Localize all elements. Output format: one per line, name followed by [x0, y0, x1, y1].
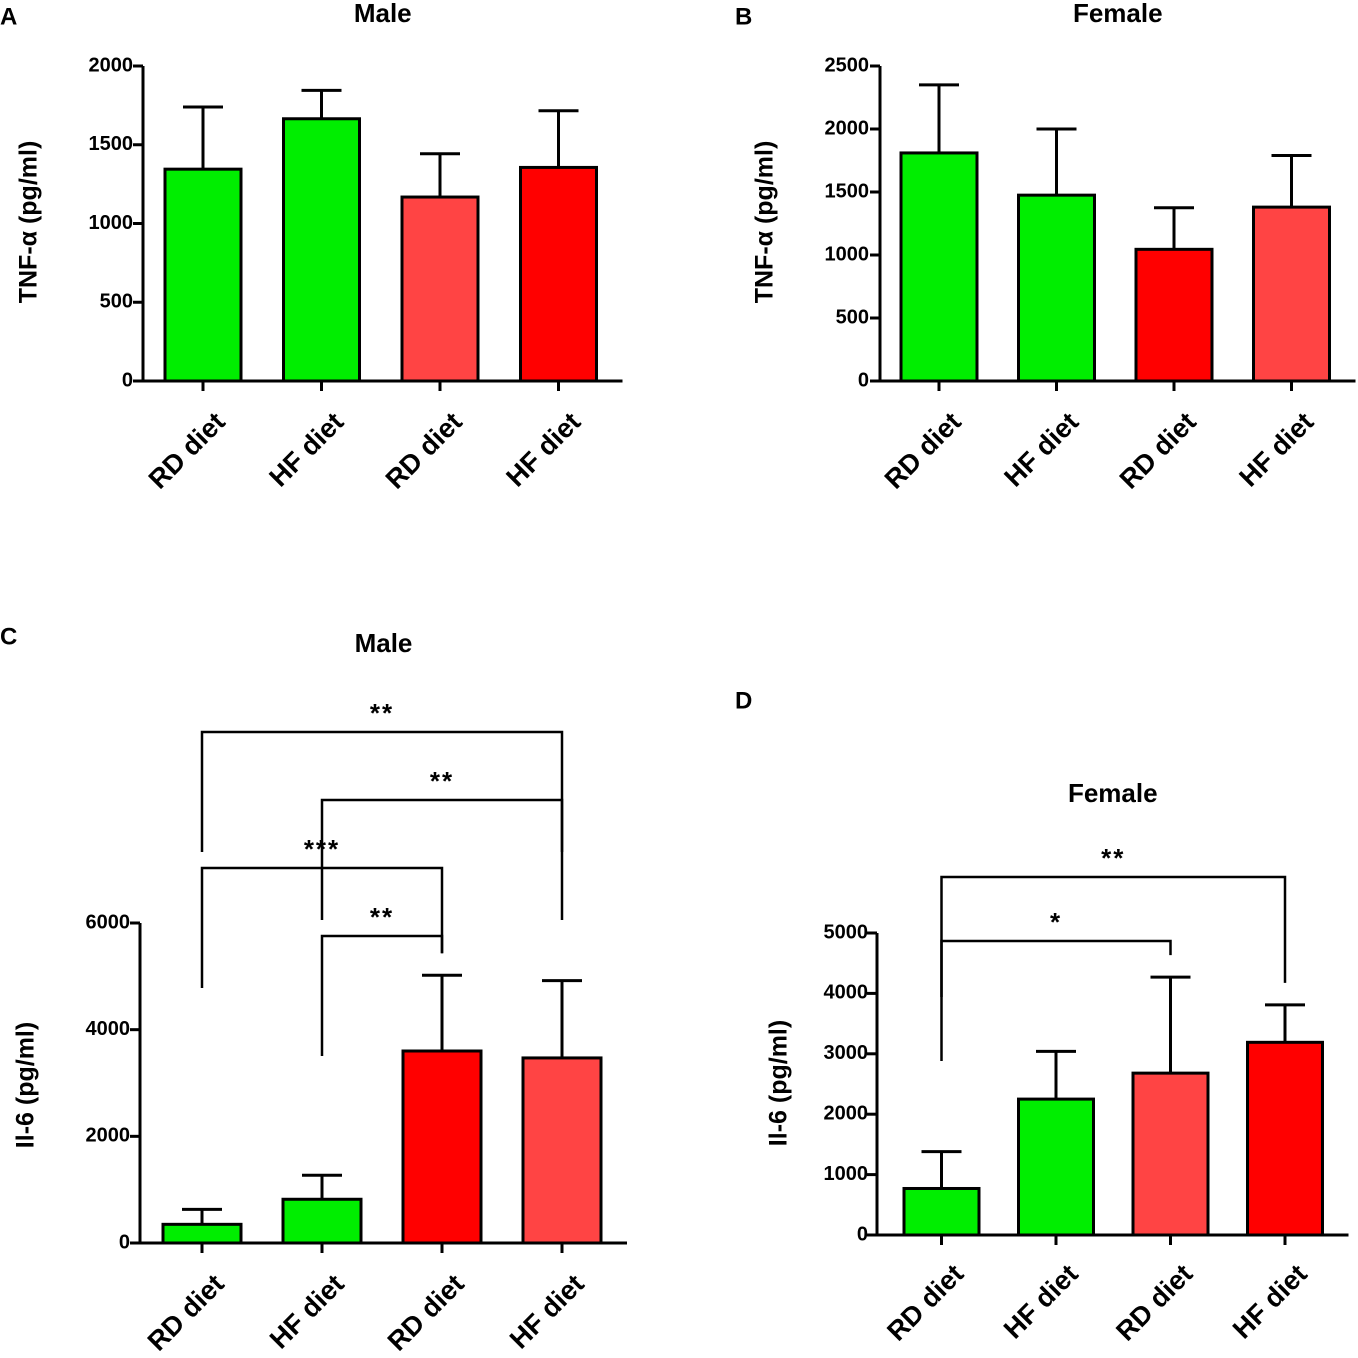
- y-tick-label: 500: [836, 306, 869, 328]
- bar: [282, 117, 361, 383]
- significance-label: *: [1050, 907, 1062, 937]
- significance-label: **: [430, 766, 454, 796]
- y-tick-label: 2000: [86, 1125, 131, 1147]
- x-tick-label: HF diet: [504, 1269, 590, 1355]
- x-tick-label: RD diet: [380, 407, 468, 495]
- x-tick-label: HF diet: [1233, 407, 1319, 493]
- y-tick-label: 2000: [824, 1102, 869, 1124]
- bar: [902, 1186, 981, 1237]
- significance-label: **: [1101, 843, 1125, 873]
- bar: [1017, 193, 1096, 383]
- y-tick-label: 0: [119, 1231, 130, 1253]
- y-tick-label: 4000: [824, 982, 869, 1004]
- chart-title: Male: [355, 628, 413, 658]
- y-tick-label: 0: [122, 369, 133, 391]
- bar: [1252, 205, 1331, 383]
- y-tick-label: 5000: [824, 921, 869, 943]
- y-tick-label: 0: [858, 369, 869, 391]
- bar: [401, 1049, 483, 1245]
- bar: [163, 167, 243, 383]
- x-tick-label: RD diet: [881, 1259, 969, 1347]
- y-axis-label: Il-6 (pg/ml): [12, 1022, 40, 1148]
- chart-title: Male: [354, 0, 412, 28]
- panel-b: B Female TNF-α (pg/ml) 0 500 1000 1500 2000 2500…: [735, 0, 1356, 495]
- y-axis-label: Il-6 (pg/ml): [765, 1020, 793, 1146]
- bar: [281, 1197, 363, 1245]
- y-tick-label: 1000: [824, 1163, 869, 1185]
- panel-a: A Male TNF-α (pg/ml) 0 500 1000 1500 2000 RD die…: [0, 0, 623, 495]
- panel-letter: B: [735, 3, 752, 30]
- bar: [1131, 1071, 1210, 1237]
- significance-label: **: [370, 902, 394, 932]
- x-tick-label: RD diet: [1110, 1259, 1198, 1347]
- significance-bracket: [940, 939, 1172, 1061]
- bar: [400, 195, 480, 383]
- panel-letter: D: [735, 687, 752, 714]
- significance-label: ***: [304, 834, 340, 864]
- x-tick-label: RD diet: [382, 1269, 470, 1357]
- significance-label: **: [370, 698, 394, 728]
- significance-bracket: [320, 798, 564, 920]
- x-tick-label: HF diet: [998, 1259, 1084, 1345]
- x-tick-label: HF diet: [998, 407, 1084, 493]
- bar: [1017, 1097, 1095, 1237]
- significance-bracket: [200, 866, 444, 988]
- panel-letter: A: [0, 3, 17, 30]
- bar: [161, 1222, 243, 1245]
- panel-c: C Male Il-6 (pg/ml) 0 2000 4000 6000 RD diet HF …: [0, 623, 627, 1357]
- significance-bracket: [320, 934, 444, 1056]
- y-tick-label: 1500: [89, 133, 134, 155]
- bar: [1134, 247, 1214, 383]
- y-tick-label: 6000: [86, 911, 131, 933]
- x-tick-label: HF diet: [264, 1269, 350, 1355]
- y-tick-label: 2500: [825, 54, 870, 76]
- chart-title: Female: [1068, 778, 1158, 808]
- y-tick-label: 4000: [86, 1018, 131, 1040]
- y-tick-label: 1500: [825, 180, 870, 202]
- y-axis-label: TNF-α (pg/ml): [751, 141, 779, 304]
- bar: [519, 165, 598, 383]
- y-tick-label: 0: [857, 1223, 868, 1245]
- significance-bracket: [200, 730, 564, 852]
- bar: [1246, 1040, 1324, 1237]
- x-tick-label: HF diet: [500, 407, 586, 493]
- y-tick-label: 2000: [825, 117, 870, 139]
- y-tick-label: 500: [100, 291, 133, 313]
- panel-letter: C: [0, 623, 17, 650]
- x-tick-label: RD diet: [143, 407, 231, 495]
- panel-d: D Female Il-6 (pg/ml) 0 1000 2000 3000 4000 5000…: [735, 687, 1349, 1347]
- chart-title: Female: [1073, 0, 1163, 28]
- y-tick-label: 1000: [825, 243, 870, 265]
- x-tick-label: HF diet: [1227, 1259, 1313, 1345]
- x-tick-label: RD diet: [142, 1269, 230, 1357]
- x-tick-label: RD diet: [879, 407, 967, 495]
- y-tick-label: 2000: [89, 54, 134, 76]
- y-tick-label: 1000: [89, 212, 134, 234]
- bar: [521, 1056, 603, 1245]
- x-tick-label: HF diet: [263, 407, 349, 493]
- y-axis-label: TNF-α (pg/ml): [15, 141, 43, 304]
- x-tick-label: RD diet: [1114, 407, 1202, 495]
- bar: [899, 151, 979, 383]
- y-tick-label: 3000: [824, 1042, 869, 1064]
- significance-bracket: [940, 875, 1287, 997]
